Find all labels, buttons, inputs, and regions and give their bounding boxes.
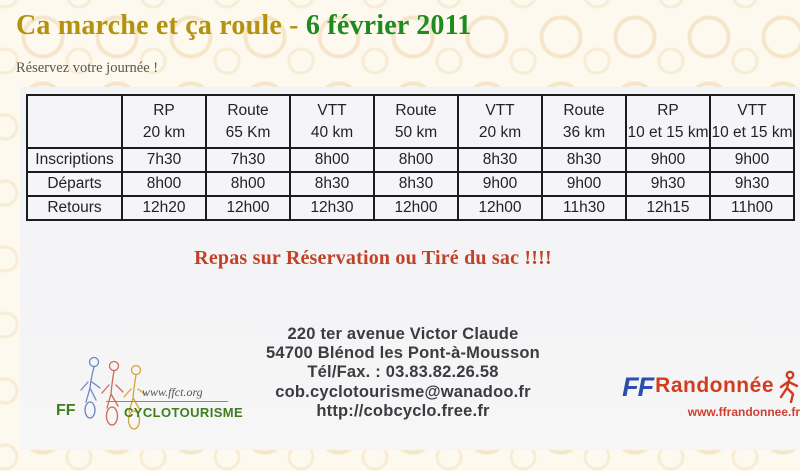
walking-person-icon	[779, 370, 799, 404]
ffr-ff-label: FF	[622, 371, 654, 402]
col-header: VTT 10 et 15 km	[709, 94, 795, 149]
time-cell: 12h00	[457, 195, 543, 221]
page-title: Ca marche et ça roule - 6 février 2011	[16, 10, 471, 42]
time-cell: 11h30	[541, 195, 627, 221]
time-cell: 9h00	[709, 147, 795, 173]
contact-address-line2: 54700 Blénod les Pont-à-Mousson	[266, 344, 540, 363]
row-label: Inscriptions	[26, 147, 123, 173]
table-row-inscriptions: Inscriptions 7h30 7h30 8h00 8h00 8h30 8h…	[26, 147, 795, 173]
contact-block: 220 ter avenue Victor Claude 54700 Bléno…	[20, 325, 786, 421]
time-cell: 8h00	[121, 171, 207, 197]
cyclists-sketch-icon	[80, 356, 147, 430]
ffct-ff-label: FF	[56, 402, 76, 419]
table-row-departs: Départs 8h00 8h00 8h30 8h30 9h00 9h00 9h…	[26, 171, 795, 197]
ffct-divider	[106, 401, 228, 402]
time-cell: 8h30	[457, 147, 543, 173]
time-cell: 8h00	[289, 147, 375, 173]
time-cell: 12h30	[289, 195, 375, 221]
ffct-website: www.ffct.org	[142, 385, 203, 399]
time-cell: 12h20	[121, 195, 207, 221]
time-cell: 7h30	[205, 147, 291, 173]
time-cell: 8h30	[541, 147, 627, 173]
time-cell: 12h15	[625, 195, 711, 221]
col-header: Route 36 km	[541, 94, 627, 149]
flyer-scan: RP 20 km Route 65 Km VTT 40 km Route 50 km V…	[20, 87, 800, 450]
time-cell: 12h00	[373, 195, 459, 221]
ffr-website: www.ffrandonnee.fr	[687, 405, 800, 419]
time-cell: 7h30	[121, 147, 207, 173]
contact-website: http://cobcyclo.free.fr	[316, 401, 490, 420]
schedule-table: RP 20 km Route 65 Km VTT 40 km Route 50 km V…	[26, 94, 795, 221]
time-cell: 8h00	[205, 171, 291, 197]
row-label: Départs	[26, 171, 123, 197]
meal-notice: Repas sur Réservation ou Tiré du sac !!!…	[194, 247, 552, 269]
col-header: VTT 40 km	[289, 94, 375, 149]
time-cell: 8h30	[373, 171, 459, 197]
time-cell: 9h30	[625, 171, 711, 197]
header-row: RP 20 km Route 65 Km VTT 40 km Route 50 km V…	[26, 94, 795, 149]
col-header: VTT 20 km	[457, 94, 543, 149]
title-date: 6 février 2011	[305, 10, 472, 41]
time-cell: 9h30	[709, 171, 795, 197]
ffrandonnee-logo: FF Randonnée www.ffrandonnee.fr	[612, 370, 800, 440]
title-text: Ca marche et ça roule -	[16, 10, 306, 41]
col-header: Route 50 km	[373, 94, 459, 149]
time-cell: 12h00	[205, 195, 291, 221]
time-cell: 9h00	[625, 147, 711, 173]
col-header: RP 20 km	[121, 94, 207, 149]
col-header: Route 65 Km	[205, 94, 291, 149]
ffct-name-label: CYCLOTOURISME	[124, 405, 244, 420]
contact-address-line1: 220 ter avenue Victor Claude	[287, 325, 519, 343]
time-cell: 9h00	[457, 171, 543, 197]
table-row-retours: Retours 12h20 12h00 12h30 12h00 12h00 11…	[26, 195, 795, 221]
contact-phone: Tél/Fax. : 03.83.82.26.58	[307, 363, 499, 382]
time-cell: 11h00	[709, 195, 795, 221]
time-cell: 8h30	[289, 171, 375, 197]
contact-email: cob.cyclotourisme@wanadoo.fr	[275, 382, 531, 401]
col-header: RP 10 et 15 km	[625, 94, 711, 149]
time-cell: 9h00	[541, 171, 627, 197]
ffct-logo: www.ffct.org FF CYCLOTOURISME	[48, 352, 243, 447]
corner-cell	[26, 94, 123, 149]
ffr-name-label: Randonnée	[655, 374, 774, 397]
subtitle: Réservez votre journée !	[16, 60, 159, 76]
time-cell: 8h00	[373, 147, 459, 173]
row-label: Retours	[26, 195, 123, 221]
